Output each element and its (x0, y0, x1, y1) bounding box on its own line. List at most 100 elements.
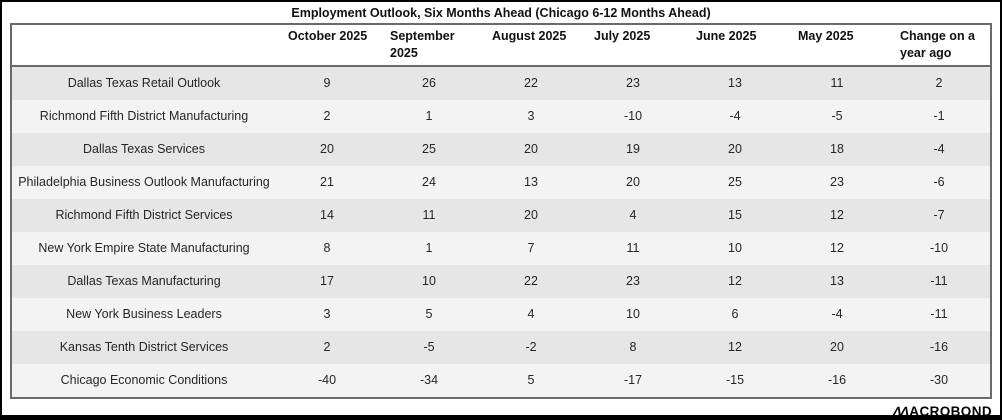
value-cell: -17 (623, 372, 643, 387)
table-row: Dallas Texas Retail Outlook 9 26 22 23 13 11 2 (12, 66, 990, 100)
value-cell: 24 (422, 174, 436, 189)
value-cell: 12 (830, 240, 844, 255)
value-cell: -1 (933, 108, 945, 123)
value-cell: 20 (320, 141, 334, 156)
value-cell: 22 (524, 75, 538, 90)
value-cell: 21 (320, 174, 334, 189)
column-header: October 2025 (276, 25, 378, 67)
table-row: Richmond Fifth District Services 14 11 20 4 1… (12, 199, 990, 232)
value-cell: 3 (527, 108, 535, 123)
value-cell: 15 (728, 207, 742, 222)
column-header: September 2025 (378, 25, 480, 67)
value-cell: -4 (933, 141, 945, 156)
row-label: Philadelphia Business Outlook Manufactur… (18, 174, 270, 189)
row-label: Dallas Texas Manufacturing (67, 273, 221, 288)
row-label: Richmond Fifth District Manufacturing (39, 108, 249, 123)
value-cell: 9 (323, 75, 331, 90)
value-cell: 13 (830, 273, 844, 288)
row-label: Dallas Texas Retail Outlook (67, 75, 221, 90)
value-cell: 1 (425, 240, 433, 255)
value-cell: 20 (830, 339, 844, 354)
row-label: Dallas Texas Services (82, 141, 206, 156)
row-label-header (12, 25, 276, 67)
table-row: Philadelphia Business Outlook Manufactur… (12, 166, 990, 199)
value-cell: 23 (626, 273, 640, 288)
value-cell: 19 (626, 141, 640, 156)
value-cell: 5 (425, 306, 433, 321)
value-cell: -16 (929, 339, 949, 354)
table-row: New York Business Leaders 3 5 4 10 6 -4 -11 (12, 298, 990, 331)
value-cell: -40 (317, 372, 337, 387)
value-cell: -16 (827, 372, 847, 387)
value-cell: 23 (830, 174, 844, 189)
column-header: June 2025 (684, 25, 786, 67)
value-cell: 4 (527, 306, 535, 321)
value-cell: 26 (422, 75, 436, 90)
value-cell: -10 (929, 240, 949, 255)
value-cell: 13 (524, 174, 538, 189)
value-cell: -7 (933, 207, 945, 222)
table-row: Kansas Tenth District Services 2 -5 -2 8 12 20… (12, 331, 990, 364)
table-row: Richmond Fifth District Manufacturing 2 1 3… (12, 100, 990, 133)
footer-bar: ΛΛ ACROBOND (2, 399, 1000, 419)
value-cell: 20 (524, 207, 538, 222)
value-cell: 10 (728, 240, 742, 255)
value-cell: 8 (323, 240, 331, 255)
value-cell: 11 (830, 75, 844, 90)
value-cell: -5 (831, 108, 843, 123)
value-cell: 3 (323, 306, 331, 321)
value-cell: 12 (830, 207, 844, 222)
row-label: New York Business Leaders (66, 306, 222, 321)
value-cell: 10 (626, 306, 640, 321)
macrobond-logo-m-icon: ΛΛ (891, 403, 910, 419)
value-cell: 18 (830, 141, 844, 156)
value-cell: 20 (626, 174, 640, 189)
value-cell: 7 (527, 240, 535, 255)
value-cell: -4 (729, 108, 741, 123)
row-label: New York Empire State Manufacturing (38, 240, 250, 255)
value-cell: -15 (725, 372, 745, 387)
value-cell: 5 (527, 372, 535, 387)
value-cell: -10 (623, 108, 643, 123)
table-row: Dallas Texas Manufacturing 17 10 22 23 12 13 -1… (12, 265, 990, 298)
value-cell: 17 (320, 273, 334, 288)
value-cell: -11 (930, 306, 948, 321)
value-cell: 14 (320, 207, 334, 222)
column-header: May 2025 (786, 25, 888, 67)
value-cell: 25 (422, 141, 436, 156)
value-cell: -11 (930, 273, 948, 288)
row-label: Richmond Fifth District Services (55, 207, 233, 222)
value-cell: -30 (929, 372, 949, 387)
value-cell: -2 (525, 339, 537, 354)
row-label: Kansas Tenth District Services (59, 339, 229, 354)
value-cell: 1 (425, 108, 433, 123)
column-header: July 2025 (582, 25, 684, 67)
value-cell: 25 (728, 174, 742, 189)
macrobond-logo: ΛΛ ACROBOND (891, 403, 992, 419)
value-cell: -6 (933, 174, 945, 189)
table-container: October 2025 September 2025 August 2025 Jul… (10, 23, 992, 399)
table-title: Employment Outlook, Six Months Ahead (Ch… (291, 6, 711, 20)
value-cell: -4 (831, 306, 843, 321)
value-cell: 11 (422, 207, 436, 222)
value-cell: 2 (935, 75, 943, 90)
table-row: Chicago Economic Conditions -40 -34 5 -17 -15… (12, 364, 990, 397)
value-cell: -34 (419, 372, 439, 387)
value-cell: 12 (728, 273, 742, 288)
header-row: October 2025 September 2025 August 2025 Jul… (12, 25, 990, 67)
table-row: Dallas Texas Services 20 25 20 19 20 18 -4 (12, 133, 990, 166)
column-header: Change on a year ago (888, 25, 990, 67)
column-header: August 2025 (480, 25, 582, 67)
value-cell: 23 (626, 75, 640, 90)
value-cell: 10 (422, 273, 436, 288)
value-cell: 2 (323, 339, 331, 354)
value-cell: 11 (626, 240, 640, 255)
data-table: October 2025 September 2025 August 2025 Jul… (12, 25, 990, 397)
value-cell: 13 (728, 75, 742, 90)
macrobond-logo-text: ACROBOND (909, 403, 992, 419)
value-cell: 4 (629, 207, 637, 222)
value-cell: 2 (323, 108, 331, 123)
value-cell: 22 (524, 273, 538, 288)
row-label: Chicago Economic Conditions (60, 372, 228, 387)
